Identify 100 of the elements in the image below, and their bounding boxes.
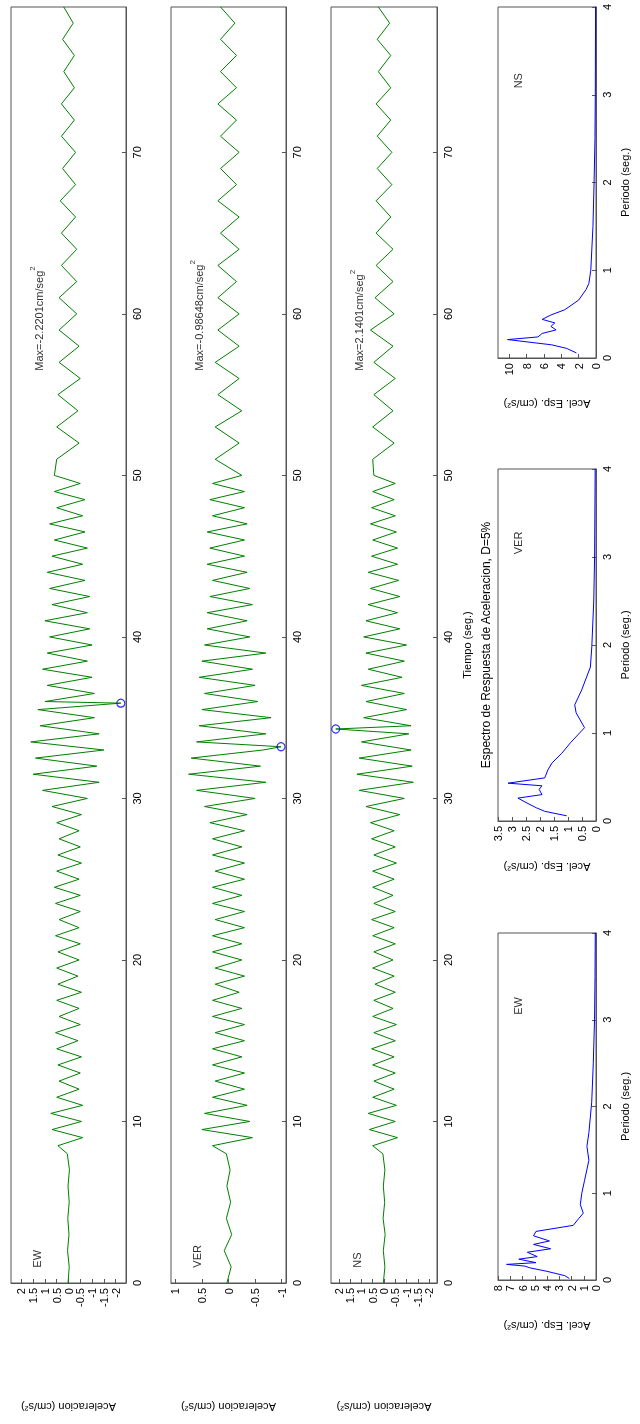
y-tick-label: 2 [600, 641, 613, 649]
annotation: EW [511, 996, 524, 1015]
x-tick-label: 1.5 [27, 1288, 40, 1304]
x-tick-label: 0 [62, 1288, 75, 1295]
y-tick-label: 10 [441, 1115, 454, 1128]
y-tick-label: 40 [441, 630, 454, 644]
y-tick-label: 30 [290, 792, 303, 805]
line-series [507, 6, 597, 354]
y-tick-label: 70 [290, 146, 303, 159]
x-tick-label: 1 [577, 1285, 590, 1292]
y-tick-label: 40 [130, 630, 143, 644]
x-tick-label: 1 [169, 1288, 182, 1295]
x-axis-title: Aceleracion (cm/s²) [181, 1400, 276, 1413]
x-tick-label: 1.5 [548, 826, 560, 842]
y-axis-title: Periodo (seg.) [619, 147, 632, 218]
y-tick-label: 4 [600, 465, 613, 473]
y-tick-label: 4 [600, 929, 613, 937]
annotation: NS [351, 1252, 364, 1268]
x-tick-label: 1 [38, 1288, 51, 1295]
line-series [507, 468, 596, 817]
x-tick-label: 0 [378, 1288, 390, 1295]
y-tick-label: 70 [130, 146, 143, 159]
annotation: EW [31, 1249, 44, 1268]
x-tick-label: 2 [534, 826, 546, 833]
x-tick-label: 8 [492, 1285, 504, 1292]
x-tick-label: -0.5 [389, 1288, 402, 1307]
x-axis-title: Acel. Esp. (cm/s²) [503, 860, 591, 873]
y-tick-label: 20 [441, 953, 454, 967]
x-tick-label: 0 [590, 826, 602, 833]
x-tick-label: 5 [528, 1285, 541, 1292]
y-tick-label: 1 [600, 267, 613, 274]
y-tick-label: 2 [600, 179, 613, 186]
x-tick-label: -1 [86, 1288, 99, 1298]
x-tick-label: 2 [565, 1285, 578, 1292]
x-tick-label: 0.5 [366, 1288, 379, 1304]
line-series [30, 6, 122, 1284]
y-axis-title: Periodo (seg.) [619, 610, 632, 680]
y-axis-title: Tiempo (seg.) [460, 611, 473, 679]
x-tick-label: -1.5 [97, 1288, 110, 1307]
y-tick-label: 3 [600, 553, 613, 561]
x-tick-label: 2 [15, 1288, 28, 1295]
annotation: Max=2.1401cm/seg2 [347, 269, 365, 371]
x-tick-label: -0.5 [74, 1288, 87, 1307]
y-tick-label: 1 [600, 729, 613, 737]
y-tick-label: 50 [441, 469, 454, 482]
y-axis-title: Periodo (seg.) [619, 1071, 632, 1142]
y-tick-label: 60 [130, 307, 143, 321]
annotation: VER [191, 1245, 204, 1268]
y-tick-label: 50 [290, 469, 303, 482]
annotation: Max=-2.2201cm/seg2 [27, 265, 45, 371]
y-tick-label: 3 [600, 1016, 613, 1023]
x-tick-label: 0.5 [195, 1288, 208, 1304]
y-tick-label: 1 [600, 1190, 613, 1197]
x-tick-label: -1 [400, 1288, 413, 1298]
x-tick-label: 4 [555, 363, 568, 370]
y-tick-label: 0 [600, 817, 613, 825]
y-tick-label: 30 [441, 792, 454, 805]
y-tick-label: 4 [600, 3, 613, 11]
y-tick-label: 0 [290, 1279, 303, 1287]
x-axis-title: Acel. Esp. (cm/s²) [503, 397, 591, 410]
x-axis-title: Aceleracion (cm/s²) [21, 1400, 116, 1413]
line-series [335, 6, 414, 1284]
y-tick-label: 3 [600, 91, 613, 98]
x-tick-label: -0.5 [249, 1288, 262, 1307]
line-series [188, 6, 282, 1284]
x-tick-label: 0.5 [576, 826, 588, 842]
y-tick-label: 70 [441, 146, 454, 159]
x-tick-label: 10 [503, 363, 516, 376]
x-tick-label: 7 [504, 1285, 517, 1292]
x-axis-title: Acel. Esp. (cm/s²) [503, 1319, 591, 1332]
y-tick-label: 50 [130, 469, 143, 482]
x-tick-label: -2 [109, 1288, 122, 1298]
y-tick-label: 0 [600, 354, 613, 362]
x-tick-label: 1 [355, 1288, 368, 1295]
y-tick-label: 20 [290, 953, 303, 967]
y-tick-label: 40 [290, 630, 303, 644]
x-tick-label: 3 [553, 1285, 566, 1292]
y-tick-label: 30 [130, 792, 143, 805]
x-tick-label: 1 [562, 826, 574, 833]
x-tick-label: -2 [423, 1288, 436, 1298]
x-tick-label: 2.5 [520, 826, 532, 842]
x-axis-title: Aceleracion (cm/s²) [336, 1400, 432, 1413]
y-tick-label: 20 [130, 953, 143, 967]
x-tick-label: -1.5 [411, 1288, 424, 1307]
annotation: VER [511, 531, 524, 555]
x-tick-label: 2 [572, 363, 585, 370]
y-tick-label: 0 [130, 1279, 143, 1287]
x-tick-label: 0 [222, 1288, 235, 1295]
y-tick-label: 60 [441, 307, 454, 321]
y-tick-label: 0 [600, 1276, 613, 1284]
x-tick-label: 8 [520, 363, 533, 370]
x-tick-label: 4 [541, 1285, 553, 1292]
x-tick-label: 0 [590, 363, 602, 370]
text: Espectro de Respuesta de Aceleracion, D=5% [479, 521, 493, 769]
x-tick-label: 0.5 [50, 1288, 63, 1304]
x-tick-label: 0 [590, 1285, 602, 1292]
x-tick-label: 1.5 [344, 1288, 357, 1304]
x-tick-label: 2 [332, 1288, 345, 1295]
y-tick-label: 10 [290, 1115, 303, 1128]
y-tick-label: 60 [290, 307, 303, 321]
